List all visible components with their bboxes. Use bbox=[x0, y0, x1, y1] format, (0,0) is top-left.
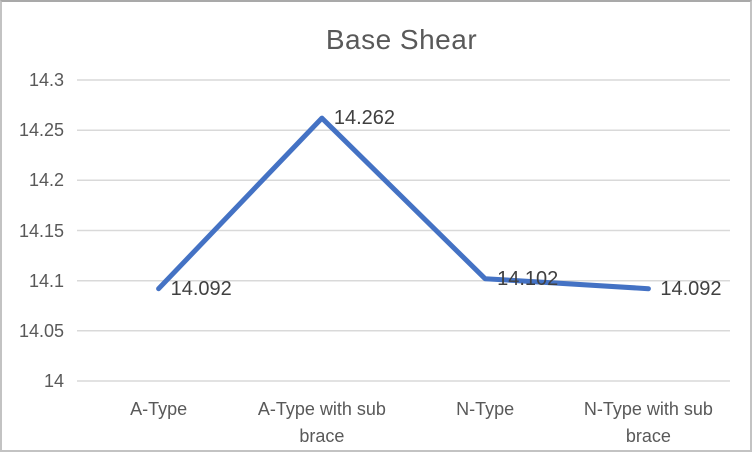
data-label: 14.102 bbox=[497, 267, 559, 290]
x-axis-label: N-Type with sub brace bbox=[583, 399, 713, 446]
chart-title: Base Shear bbox=[325, 24, 478, 55]
y-tick-label: 14 bbox=[43, 371, 64, 391]
data-label: 14.092 bbox=[660, 277, 722, 300]
x-axis-label: A-Type bbox=[130, 399, 188, 419]
y-tick-label: 14.15 bbox=[18, 220, 64, 241]
data-label: 14.092 bbox=[170, 277, 232, 300]
y-tick-label: 14.3 bbox=[28, 70, 64, 90]
x-axis-label: A-Type with sub brace bbox=[257, 399, 386, 446]
y-tick-label: 14.05 bbox=[18, 320, 64, 341]
y-tick-label: 14.2 bbox=[28, 170, 64, 191]
data-label: 14.262 bbox=[333, 107, 396, 130]
x-axis-label: N-Type bbox=[456, 399, 515, 419]
series-line bbox=[156, 115, 651, 292]
y-tick-label: 14.1 bbox=[28, 270, 64, 291]
y-tick-label: 14.25 bbox=[18, 120, 64, 141]
